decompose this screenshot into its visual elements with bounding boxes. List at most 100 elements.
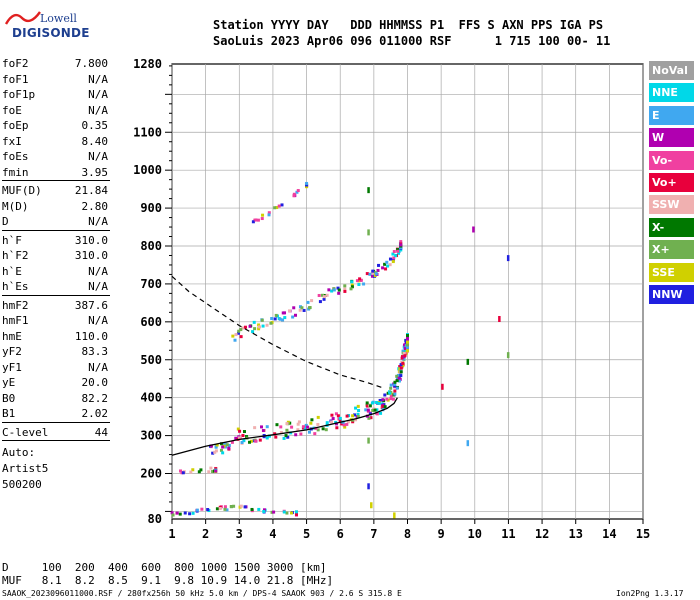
echo-point bbox=[388, 391, 392, 395]
echo-point bbox=[325, 421, 329, 425]
echo-point bbox=[260, 318, 264, 322]
param-row: yE 20.0 bbox=[2, 376, 108, 390]
echo-point bbox=[332, 288, 336, 292]
echo-point bbox=[234, 333, 238, 337]
echo-point bbox=[219, 448, 223, 452]
echo-point bbox=[209, 444, 213, 448]
echo-point bbox=[375, 408, 379, 412]
echo-point bbox=[381, 266, 385, 270]
legend-entry: SSW bbox=[649, 195, 694, 215]
echo-point bbox=[356, 412, 360, 416]
echo-point bbox=[223, 505, 227, 509]
echo-point bbox=[356, 404, 360, 408]
echo-point bbox=[245, 435, 249, 439]
echo-point bbox=[257, 507, 261, 511]
param-value: N/A bbox=[88, 360, 108, 374]
echo-point bbox=[498, 316, 501, 323]
echo-point bbox=[472, 226, 475, 233]
echo-point bbox=[281, 318, 285, 322]
echo-point bbox=[288, 309, 292, 313]
echo-point bbox=[330, 289, 334, 293]
echo-point bbox=[239, 504, 243, 508]
echo-point bbox=[221, 445, 225, 449]
echo-point bbox=[406, 334, 409, 338]
param-row: foF1p N/A bbox=[2, 88, 108, 102]
echo-point bbox=[367, 483, 370, 490]
echo-point bbox=[222, 442, 226, 446]
echo-point bbox=[250, 507, 254, 511]
x-tick-label: 2 bbox=[202, 527, 209, 541]
echo-point bbox=[224, 445, 228, 449]
echo-point bbox=[386, 264, 390, 268]
param-row: h`F 310.0 bbox=[2, 234, 108, 248]
echo-point bbox=[336, 286, 340, 290]
param-row: h`Es N/A bbox=[2, 280, 108, 294]
param-row: foF2 7.800 bbox=[2, 57, 108, 71]
echo-point bbox=[242, 439, 246, 443]
echo-point bbox=[399, 240, 403, 244]
param-value: 8.40 bbox=[81, 134, 109, 148]
echo-point bbox=[206, 508, 210, 512]
x-tick-label: 4 bbox=[269, 527, 276, 541]
echo-point bbox=[282, 510, 286, 514]
echo-point bbox=[232, 504, 236, 508]
echo-point bbox=[219, 442, 223, 446]
echo-point bbox=[191, 468, 195, 472]
echo-point bbox=[371, 409, 375, 413]
echo-point bbox=[275, 206, 279, 210]
echo-point bbox=[254, 439, 258, 443]
echo-point bbox=[233, 338, 237, 342]
param-value: N/A bbox=[88, 215, 108, 228]
echo-point bbox=[350, 283, 354, 287]
param-value: 44 bbox=[94, 425, 108, 439]
param-value: 83.3 bbox=[81, 345, 109, 358]
echo-point bbox=[406, 336, 409, 340]
echo-point bbox=[367, 437, 370, 444]
echo-point bbox=[406, 345, 409, 349]
echo-point bbox=[273, 317, 277, 321]
param-value: 2.80 bbox=[81, 199, 109, 213]
echo-point bbox=[285, 422, 289, 426]
echo-point bbox=[278, 317, 282, 321]
param-separator bbox=[2, 421, 110, 423]
echo-point bbox=[351, 414, 355, 418]
echo-point bbox=[301, 425, 305, 429]
echo-point bbox=[213, 450, 217, 454]
echo-point bbox=[302, 308, 306, 312]
echo-point bbox=[254, 218, 258, 222]
echo-point bbox=[396, 248, 400, 252]
param-separator bbox=[2, 180, 110, 181]
echo-point bbox=[402, 351, 406, 355]
echo-point bbox=[350, 285, 354, 289]
echo-point bbox=[211, 451, 215, 455]
echo-point bbox=[327, 288, 331, 292]
y-tick-label: 200 bbox=[140, 467, 162, 481]
echo-point bbox=[260, 217, 264, 221]
echo-point bbox=[403, 346, 407, 350]
echo-point bbox=[197, 470, 201, 474]
echo-point bbox=[364, 408, 368, 412]
legend-entry: E bbox=[649, 105, 694, 125]
echo-point bbox=[251, 330, 255, 334]
autoscaling-line1: Auto: bbox=[2, 446, 36, 459]
echo-point bbox=[251, 220, 255, 224]
echo-point bbox=[265, 436, 269, 440]
param-value: N/A bbox=[88, 280, 108, 293]
echo-point bbox=[296, 189, 300, 193]
echo-point bbox=[284, 434, 288, 438]
echo-point bbox=[354, 406, 358, 410]
x-tick-label: 5 bbox=[303, 527, 310, 541]
echo-point bbox=[200, 507, 204, 511]
echo-point bbox=[181, 471, 185, 475]
echo-point bbox=[221, 451, 225, 455]
echo-point bbox=[265, 425, 269, 429]
param-key: hmF2 bbox=[2, 298, 29, 312]
param-row: foE N/A bbox=[2, 104, 108, 118]
echo-point bbox=[175, 511, 179, 515]
echo-point bbox=[371, 269, 375, 273]
echo-point bbox=[248, 324, 252, 328]
x-tick-label: 15 bbox=[636, 527, 650, 541]
echo-point bbox=[325, 293, 329, 297]
echo-point bbox=[282, 436, 286, 440]
